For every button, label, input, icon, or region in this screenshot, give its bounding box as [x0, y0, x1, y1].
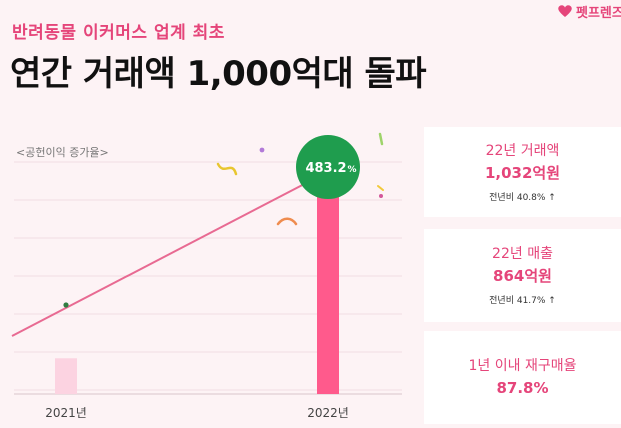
- heart-logo-icon: [558, 5, 572, 17]
- stat-card-transaction: 22년 거래액 1,032억원 전년비 40.8% ↑: [424, 127, 621, 217]
- confetti-decoration: [379, 194, 383, 198]
- stat-card-repurchase: 1년 이내 재구매율 87.8%: [424, 331, 621, 424]
- brand-logo: 펫프렌즈: [551, 0, 621, 22]
- stat-card-value: 87.8%: [496, 378, 549, 397]
- confetti-decoration: [378, 132, 384, 146]
- growth-chart-svg: 2021년 2022년 483.2%: [11, 132, 402, 420]
- stat-card-label: 22년 매출: [492, 246, 553, 262]
- chart-label: <공헌이익 증가율>: [16, 146, 109, 159]
- growth-badge-unit: %: [347, 165, 356, 175]
- stat-card-comparison: 전년비 41.7% ↑: [489, 296, 556, 306]
- page-subtitle: 반려동물 이커머스 업계 최초: [12, 23, 225, 43]
- x-tick-label: 2022년: [307, 406, 349, 420]
- bar-1: [55, 358, 77, 394]
- growth-badge-circle: [296, 135, 360, 199]
- stat-card-label: 22년 거래액: [485, 142, 560, 159]
- growth-chart: 2021년 2022년 483.2% <공헌이익 증가율>: [0, 124, 412, 428]
- growth-trend-line: [11, 179, 313, 337]
- stat-card-revenue: 22년 매출 864억원 전년비 41.7% ↑: [424, 229, 621, 322]
- stat-card-value: 1,032억원: [484, 163, 561, 182]
- confetti-decoration: [276, 217, 298, 226]
- confetti-decoration: [377, 185, 384, 191]
- confetti-decoration: [259, 147, 265, 153]
- growth-badge-value: 483.2: [305, 161, 346, 176]
- confetti-decoration: [216, 162, 238, 176]
- bar-2: [317, 185, 339, 394]
- trend-point: [63, 302, 69, 308]
- stat-card-value: 864억원: [493, 267, 552, 285]
- stat-card-label: 1년 이내 재구매율: [468, 357, 577, 374]
- stat-card-comparison: 전년비 40.8% ↑: [489, 192, 556, 203]
- x-tick-label: 2021년: [45, 406, 87, 420]
- page-title: 연간 거래액 1,000억대 돌파: [10, 54, 427, 94]
- logo-text: 펫프렌즈: [576, 5, 621, 21]
